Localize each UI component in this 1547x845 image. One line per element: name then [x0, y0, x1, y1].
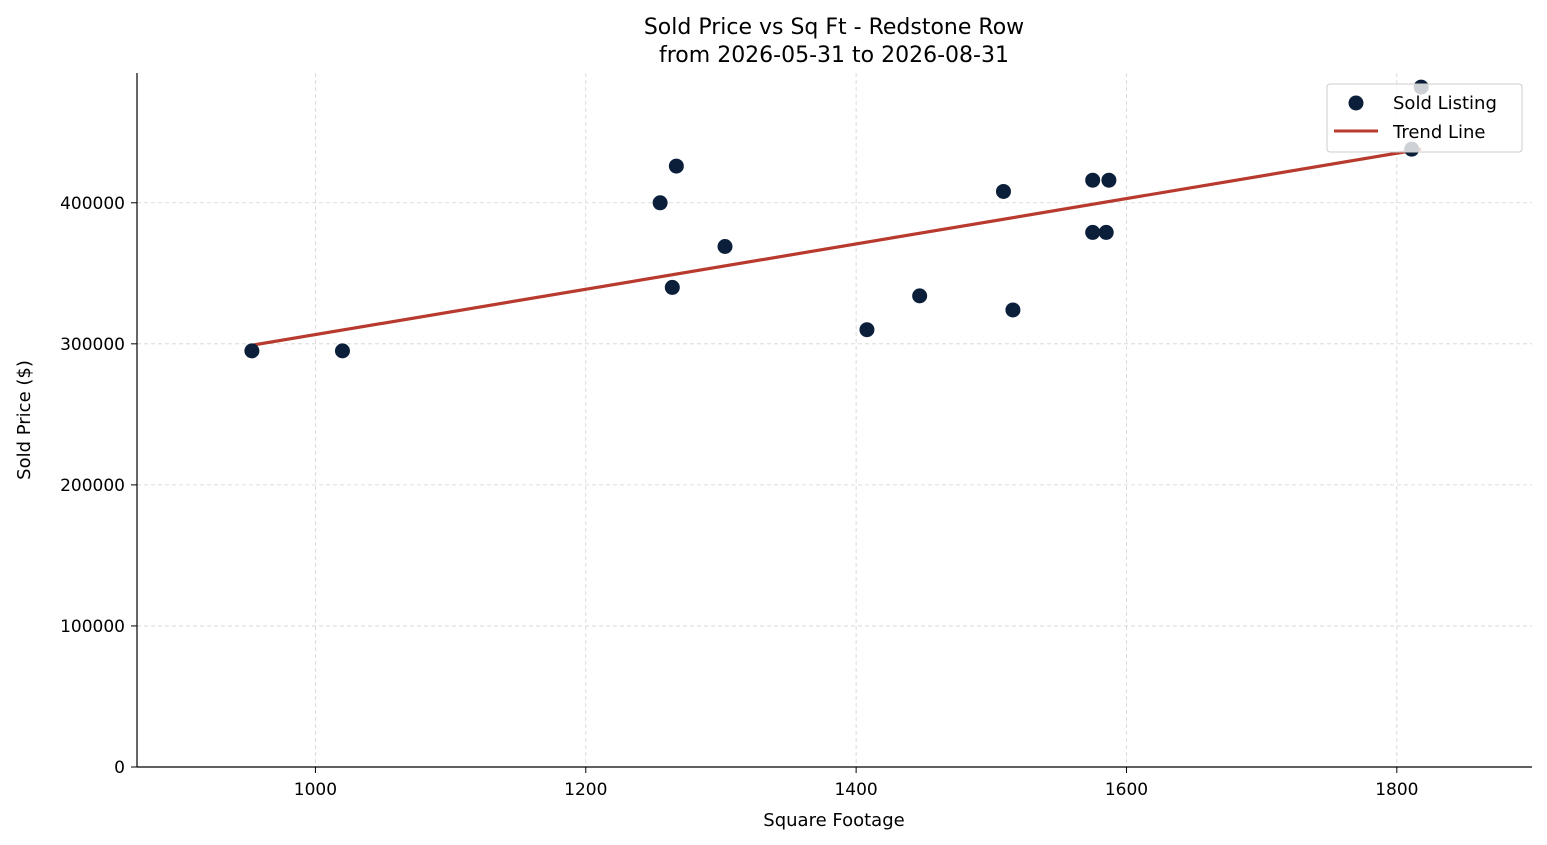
y-tick-label: 200000 [60, 476, 125, 496]
data-point [664, 279, 680, 295]
y-tick-label: 100000 [60, 617, 125, 637]
data-point [717, 239, 733, 254]
x-axis-label: Square Footage [763, 810, 904, 831]
data-point [668, 158, 684, 174]
tick-labels: 1000 1200 1400 1600 1800 0 100000 200000 300000 4… [60, 194, 1418, 800]
chart-subtitle: from 2026-05-31 to 2026-08-31 [659, 43, 1009, 68]
points-layer [244, 79, 1429, 359]
y-tick-label: 0 [114, 758, 125, 778]
data-point [859, 322, 875, 338]
data-point [1101, 172, 1117, 188]
legend-label-sold-listing: Sold Listing [1393, 93, 1497, 114]
data-point [1005, 302, 1021, 318]
y-tick-label: 300000 [60, 335, 125, 355]
trend-line [251, 147, 1422, 347]
x-tick-label: 1000 [294, 780, 337, 800]
trend-layer [251, 147, 1422, 347]
x-tick-label: 1200 [564, 780, 607, 800]
axes [131, 73, 1532, 773]
y-axis-label: Sold Price ($) [14, 360, 35, 480]
legend-marker-sold-listing [1348, 95, 1364, 111]
legend-box [1326, 83, 1523, 153]
data-point [1085, 172, 1101, 188]
x-tick-label: 1400 [834, 780, 877, 800]
data-point [1098, 224, 1114, 240]
data-point [334, 343, 350, 359]
data-point [995, 183, 1011, 199]
grid-lines [137, 73, 1532, 767]
legend-label-trend-line: Trend Line [1392, 122, 1486, 143]
y-tick-label: 400000 [60, 194, 125, 214]
chart-title: Sold Price vs Sq Ft - Redstone Row [644, 15, 1024, 40]
data-point [652, 195, 668, 211]
legend: Sold Listing Trend Line [1326, 83, 1523, 153]
x-tick-label: 1800 [1375, 780, 1418, 800]
data-point [1085, 224, 1101, 240]
x-tick-label: 1600 [1105, 780, 1148, 800]
data-point [244, 343, 260, 359]
data-point [912, 288, 928, 304]
